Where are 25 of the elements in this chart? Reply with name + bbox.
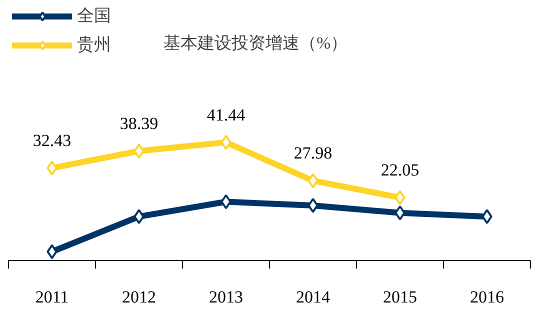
legend-label: 贵州 [77, 34, 111, 56]
point [46, 160, 58, 176]
data-label: 38.39 [120, 114, 158, 134]
point [308, 173, 318, 188]
chart-title: 基本建设投资增速（%） [164, 34, 348, 52]
point [220, 134, 232, 150]
x-tick-label: 2015 [383, 288, 417, 306]
point [134, 144, 144, 159]
point [134, 209, 144, 224]
x-tick-label: 2013 [209, 288, 243, 306]
x-tick-label: 2014 [296, 288, 330, 306]
x-tick-label: 2011 [35, 288, 69, 306]
point [220, 194, 232, 210]
point [394, 205, 406, 220]
point [308, 198, 318, 213]
point [46, 244, 58, 260]
point [394, 190, 406, 206]
x-tick-label: 2016 [470, 288, 504, 306]
data-label: 27.98 [294, 144, 332, 163]
data-label: 32.43 [32, 131, 72, 150]
data-label: 41.44 [206, 105, 246, 124]
legend-label: 全国 [77, 5, 111, 27]
data-label: 22.05 [380, 160, 420, 180]
point [482, 209, 492, 224]
x-tick-label: 2012 [122, 288, 156, 306]
